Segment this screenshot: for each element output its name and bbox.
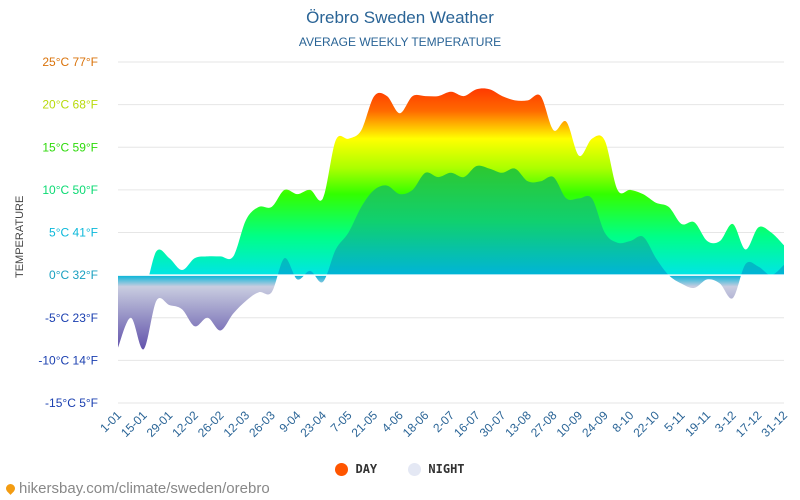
location-pin-icon xyxy=(4,482,17,495)
source-link-text: hikersbay.com/climate/sweden/orebro xyxy=(19,480,270,497)
source-link[interactable]: hikersbay.com/climate/sweden/orebro xyxy=(4,480,270,497)
x-tick-label: 24-09 xyxy=(579,408,611,440)
x-tick-label: 19-11 xyxy=(682,408,713,439)
x-tick-label: 12-02 xyxy=(169,408,201,440)
x-tick-label: 17-12 xyxy=(733,408,765,440)
y-tick-labels: 25°C 77°F 20°C 68°F 15°C 59°F 10°C 50°F 5°C … xyxy=(38,55,98,410)
y-tick-label: -15°C 5°F xyxy=(45,396,98,410)
x-tick-label: 16-07 xyxy=(451,408,483,440)
chart-subtitle: AVERAGE WEEKLY TEMPERATURE xyxy=(298,35,502,49)
series-areas xyxy=(118,88,784,350)
x-tick-label: 29-01 xyxy=(144,408,176,440)
x-tick-label: 23-04 xyxy=(297,408,329,440)
y-tick-label: 15°C 59°F xyxy=(42,140,98,154)
y-tick-label: 5°C 41°F xyxy=(49,226,98,240)
y-tick-label: -10°C 14°F xyxy=(38,353,98,367)
x-tick-label: 15-01 xyxy=(118,408,150,440)
y-tick-label: 20°C 68°F xyxy=(42,98,98,112)
legend: DAY NIGHT xyxy=(0,462,800,479)
night-area xyxy=(118,165,784,350)
y-tick-label: 0°C 32°F xyxy=(49,268,98,282)
x-tick-label: 10-09 xyxy=(554,408,586,440)
x-tick-labels: 1-0115-0129-0112-0226-0212-0326-039-0423… xyxy=(97,408,790,440)
chart-title: Örebro Sweden Weather xyxy=(306,8,494,27)
y-tick-label: -5°C 23°F xyxy=(45,311,98,325)
x-tick-label: 31-12 xyxy=(759,408,791,440)
legend-night-swatch xyxy=(408,462,422,476)
x-tick-label: 27-08 xyxy=(528,408,560,440)
x-tick-label: 21-05 xyxy=(349,408,381,440)
legend-day-label: DAY xyxy=(355,462,378,476)
x-tick-label: 26-03 xyxy=(246,408,278,440)
legend-night-label: NIGHT xyxy=(428,462,465,476)
legend-item-night[interactable]: NIGHT xyxy=(408,462,465,476)
x-tick-label: 26-02 xyxy=(195,408,227,440)
x-tick-label: 30-07 xyxy=(477,408,509,440)
y-tick-label: 10°C 50°F xyxy=(42,183,98,197)
x-tick-label: 22-10 xyxy=(630,408,662,440)
x-tick-label: 18-06 xyxy=(400,408,432,440)
x-tick-label: 12-03 xyxy=(221,408,253,440)
legend-item-day[interactable]: DAY xyxy=(335,462,377,476)
legend-day-swatch xyxy=(335,462,349,476)
y-tick-label: 25°C 77°F xyxy=(42,55,98,69)
x-tick-label: 13-08 xyxy=(502,408,534,440)
